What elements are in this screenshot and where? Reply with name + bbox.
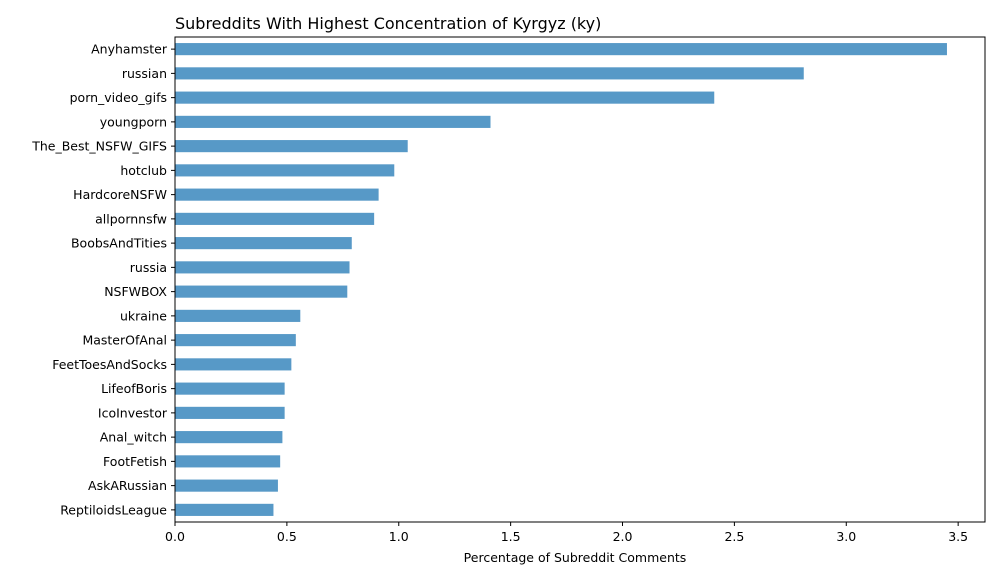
bars-group [175,43,947,516]
bar-FootFetish [175,455,281,468]
y-tick-label: NSFWBOX [104,284,167,299]
bar-AskARussian [175,479,278,492]
y-tick-label: russia [130,260,167,275]
bar-hotclub [175,164,395,177]
x-tick-label: 1.5 [501,529,521,544]
x-ticks: 0.0 0.5 1.0 1.5 2.0 2.5 3.0 3.5 [165,522,968,544]
y-tick-label: youngporn [100,114,167,129]
y-tick-label: Anyhamster [91,42,168,57]
bar-HardcoreNSFW [175,188,379,201]
bar-The_Best_NSFW_GIFS [175,140,408,153]
y-tick-label: LifeofBoris [101,381,167,396]
x-tick-label: 0.0 [165,529,185,544]
x-tick-label: 3.0 [836,529,856,544]
bar-russia [175,261,350,274]
y-tick-label: allpornnsfw [95,211,167,226]
x-tick-label: 2.0 [613,529,633,544]
y-tick-label: ReptiloidsLeague [60,502,167,517]
bar-ReptiloidsLeague [175,503,274,516]
bar-porn_video_gifs [175,91,715,104]
y-tick-label: HardcoreNSFW [73,187,167,202]
y-tick-label: Anal_witch [100,430,167,445]
bar-Anyhamster [175,43,947,56]
y-tick-label: The_Best_NSFW_GIFS [31,139,167,154]
x-tick-label: 1.0 [389,529,409,544]
chart-title: Subreddits With Highest Concentration of… [175,14,601,33]
bar-allpornnsfw [175,212,375,225]
bar-NSFWBOX [175,285,348,298]
x-axis-label: Percentage of Subreddit Comments [464,550,687,565]
bar-russian [175,67,804,80]
bar-youngporn [175,115,491,128]
y-tick-label: porn_video_gifs [70,90,167,105]
y-tick-label: AskARussian [88,478,167,493]
bar-LifeofBoris [175,382,285,395]
plot-frame [174,36,986,523]
bar-ukraine [175,309,301,322]
y-tick-label: IcoInvestor [98,405,168,420]
y-tick-label: ukraine [120,308,167,323]
bar-Anal_witch [175,431,283,444]
bar-FeetToesAndSocks [175,358,292,371]
y-tick-labels: Anyhamster russian porn_video_gifs youngpor… [31,42,175,517]
bar-BoobsAndTities [175,237,352,250]
x-tick-label: 2.5 [724,529,744,544]
bar-MasterOfAnal [175,334,296,347]
y-tick-label: BoobsAndTities [71,236,167,251]
y-tick-label: hotclub [120,163,167,178]
bar-IcoInvestor [175,406,285,419]
y-tick-label: MasterOfAnal [82,333,167,348]
x-tick-label: 0.5 [277,529,297,544]
y-tick-label: FeetToesAndSocks [52,357,167,372]
x-tick-label: 3.5 [948,529,968,544]
y-tick-label: FootFetish [103,454,167,469]
y-tick-label: russian [122,66,167,81]
